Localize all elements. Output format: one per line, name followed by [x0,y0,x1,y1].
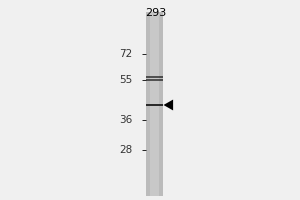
Bar [146,104,163,106]
Text: 28: 28 [119,145,132,155]
Bar [146,76,163,78]
Bar [150,12,160,196]
Text: 293: 293 [146,8,167,18]
Bar [146,12,163,196]
Text: 55: 55 [119,75,132,85]
Bar [146,79,163,81]
Polygon shape [164,100,173,110]
Text: 36: 36 [119,115,132,125]
Text: 72: 72 [119,49,132,59]
